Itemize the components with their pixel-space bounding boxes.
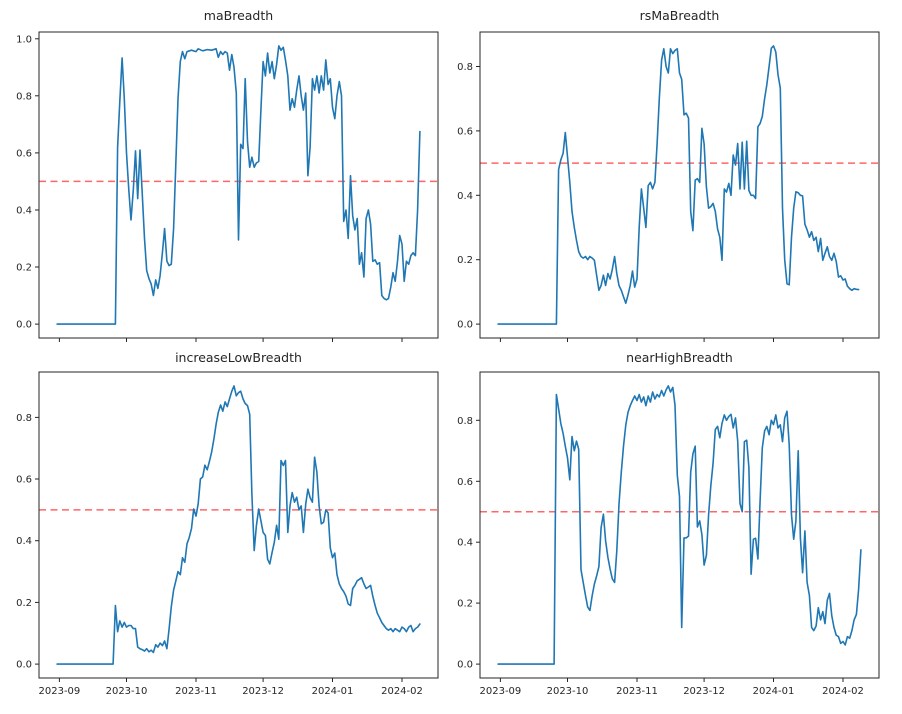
subplot-top-right: 0.0 0.2 0.4 0.6 0.8: [457, 31, 880, 342]
y-tick-label: 0.0: [457, 660, 473, 671]
x-tick-label: 2023-09: [39, 686, 81, 697]
y-tick-label: 0.6: [457, 126, 473, 137]
axes-frame: [38, 31, 439, 339]
x-tick-label: 2023-12: [242, 686, 284, 697]
chart-title-bottom-left: increaseLowBreadth: [175, 350, 302, 365]
y-tick-label: 0.0: [16, 660, 32, 671]
x-tick-label: 2023-09: [480, 686, 522, 697]
subplot-bottom-left: 0.0 0.2 0.4 0.6 0.8 2023-09 2023-10 2023-11 2023…: [16, 371, 439, 697]
subplot-bottom-right: 0.0 0.2 0.4 0.6 0.8 2023-09 2023-10 2023-11 2023…: [457, 371, 880, 697]
y-tick-label: 0.6: [16, 475, 32, 486]
y-tick-label: 0.0: [16, 320, 32, 331]
y-tick-label: 0.2: [457, 255, 473, 266]
y-tick-label: 0.4: [457, 191, 473, 202]
y-tick-label: 0.8: [457, 62, 473, 73]
series-line: [497, 385, 862, 665]
chart-title-top-left: maBreadth: [203, 8, 274, 23]
y-tick-label: 0.8: [457, 416, 473, 427]
y-tick-label: 0.2: [16, 263, 32, 274]
axes-frame: [479, 31, 880, 339]
y-tick-label: 0.2: [16, 598, 32, 609]
axes-frame: [38, 371, 439, 679]
x-tick-label: 2023-11: [175, 686, 217, 697]
y-tick-label: 0.8: [16, 413, 32, 424]
y-tick-label: 0.8: [16, 91, 32, 102]
x-tick-label: 2023-12: [683, 686, 725, 697]
x-tick-label: 2023-11: [616, 686, 658, 697]
x-tick-label: 2024-02: [822, 686, 864, 697]
y-tick-label: 0.6: [16, 148, 32, 159]
x-tick-label: 2023-10: [106, 686, 148, 697]
axes-frame: [479, 371, 880, 679]
series-line: [56, 385, 421, 665]
series-line: [497, 45, 860, 325]
x-tick-label: 2024-01: [312, 686, 354, 697]
y-tick-label: 0.4: [457, 538, 473, 549]
y-tick-label: 0.6: [457, 477, 473, 488]
y-tick-label: 0.2: [457, 599, 473, 610]
chart-title-top-right: rsMaBreadth: [639, 8, 720, 23]
y-tick-label: 1.0: [16, 34, 32, 45]
series-line: [56, 45, 421, 325]
y-tick-label: 0.0: [457, 320, 473, 331]
x-tick-label: 2024-02: [381, 686, 423, 697]
chart-title-bottom-right: nearHighBreadth: [626, 350, 733, 365]
subplot-top-left: 0.0 0.2 0.4 0.6 0.8 1.0: [16, 31, 439, 342]
x-tick-label: 2024-01: [753, 686, 795, 697]
y-tick-label: 0.4: [16, 536, 32, 547]
y-tick-label: 0.4: [16, 206, 32, 217]
x-tick-label: 2023-10: [547, 686, 589, 697]
